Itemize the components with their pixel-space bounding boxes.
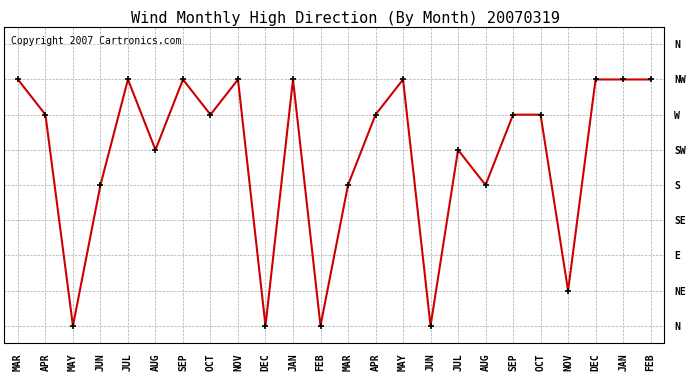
Text: Wind Monthly High Direction (By Month) 20070319: Wind Monthly High Direction (By Month) 2… xyxy=(130,11,560,26)
Text: Copyright 2007 Cartronics.com: Copyright 2007 Cartronics.com xyxy=(11,36,181,46)
